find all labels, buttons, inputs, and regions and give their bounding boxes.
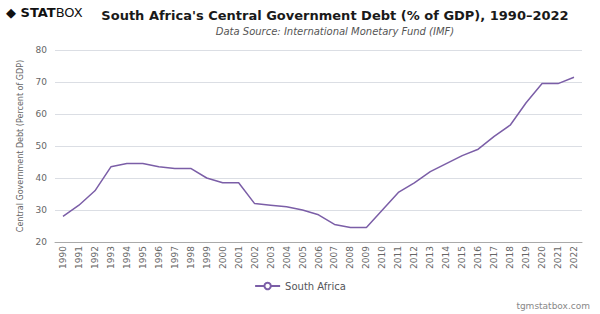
- svg-text:1997: 1997: [170, 246, 180, 269]
- svg-text:2006: 2006: [314, 246, 324, 269]
- svg-text:1994: 1994: [122, 246, 132, 269]
- svg-text:2005: 2005: [298, 246, 308, 269]
- svg-text:2011: 2011: [393, 246, 403, 269]
- svg-text:2016: 2016: [473, 246, 483, 269]
- svg-text:2007: 2007: [329, 246, 339, 269]
- svg-text:Central Government Debt (Perce: Central Government Debt (Percent of GDP): [16, 60, 25, 232]
- svg-text:◆ STAT: ◆ STAT: [6, 5, 56, 20]
- svg-text:2014: 2014: [441, 246, 451, 269]
- svg-text:1996: 1996: [154, 246, 164, 269]
- svg-text:2021: 2021: [553, 246, 563, 269]
- svg-text:20: 20: [36, 237, 48, 247]
- svg-text:2019: 2019: [521, 246, 531, 269]
- svg-text:2004: 2004: [282, 246, 292, 269]
- svg-text:30: 30: [36, 205, 48, 215]
- svg-text:2003: 2003: [266, 246, 276, 269]
- svg-text:2010: 2010: [377, 246, 387, 269]
- svg-text:2012: 2012: [409, 246, 419, 269]
- svg-text:80: 80: [36, 45, 48, 55]
- svg-text:2000: 2000: [218, 246, 228, 269]
- svg-text:2022: 2022: [569, 246, 579, 269]
- svg-text:70: 70: [36, 77, 48, 87]
- svg-text:1993: 1993: [106, 246, 116, 269]
- svg-text:60: 60: [36, 109, 48, 119]
- svg-text:50: 50: [36, 141, 48, 151]
- svg-text:2018: 2018: [505, 246, 515, 269]
- svg-text:1991: 1991: [74, 246, 84, 269]
- svg-text:South Africa's Central Governm: South Africa's Central Government Debt (…: [101, 8, 568, 23]
- svg-text:2001: 2001: [234, 246, 244, 269]
- svg-text:Data Source: International Mon: Data Source: International Monetary Fund…: [216, 26, 455, 37]
- svg-text:2008: 2008: [345, 246, 355, 269]
- svg-text:2017: 2017: [489, 246, 499, 269]
- svg-text:2020: 2020: [537, 246, 547, 269]
- svg-text:2009: 2009: [361, 246, 371, 269]
- svg-text:tgmstatbox.com: tgmstatbox.com: [516, 301, 590, 311]
- svg-text:2013: 2013: [425, 246, 435, 269]
- svg-text:1999: 1999: [202, 246, 212, 269]
- svg-text:South Africa: South Africa: [285, 281, 346, 292]
- svg-text:2015: 2015: [457, 246, 467, 269]
- svg-text:2002: 2002: [250, 246, 260, 269]
- svg-text:1995: 1995: [138, 246, 148, 269]
- svg-text:1992: 1992: [90, 246, 100, 269]
- svg-text:BOX: BOX: [56, 5, 83, 20]
- svg-text:1998: 1998: [186, 246, 196, 269]
- svg-text:40: 40: [36, 173, 48, 183]
- svg-text:1990: 1990: [58, 246, 68, 269]
